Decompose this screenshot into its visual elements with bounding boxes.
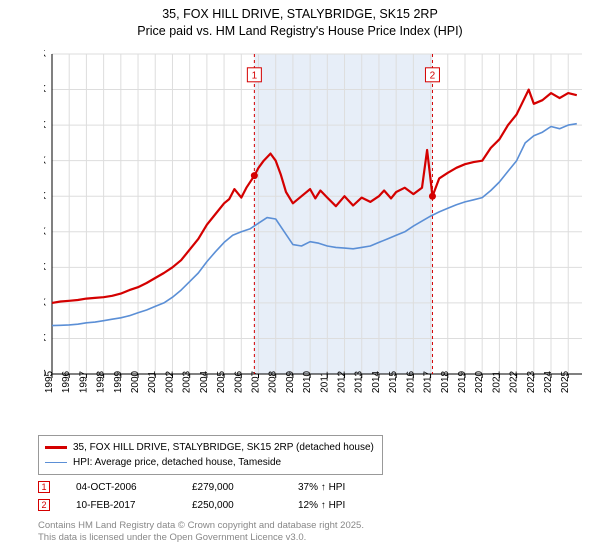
attribution: Contains HM Land Registry data © Crown c… bbox=[38, 520, 364, 545]
attribution-line2: This data is licensed under the Open Gov… bbox=[38, 532, 364, 544]
title-line2: Price paid vs. HM Land Registry's House … bbox=[0, 23, 600, 40]
event-hpi-1: 37% ↑ HPI bbox=[298, 482, 388, 493]
svg-text:£400K: £400K bbox=[44, 84, 46, 95]
event-date-2: 10-FEB-2017 bbox=[76, 500, 166, 511]
event-price-1: £279,000 bbox=[192, 482, 272, 493]
svg-text:1: 1 bbox=[252, 70, 258, 81]
svg-text:£100K: £100K bbox=[44, 298, 46, 309]
chart-area: £0£50K£100K£150K£200K£250K£300K£350K£400… bbox=[44, 50, 590, 410]
chart-container: 35, FOX HILL DRIVE, STALYBRIDGE, SK15 2R… bbox=[0, 0, 600, 560]
svg-text:£300K: £300K bbox=[44, 155, 46, 166]
event-marker-1: 1 bbox=[38, 481, 50, 493]
title-line1: 35, FOX HILL DRIVE, STALYBRIDGE, SK15 2R… bbox=[0, 6, 600, 23]
event-price-2: £250,000 bbox=[192, 500, 272, 511]
legend-swatch-0 bbox=[45, 446, 67, 449]
legend: 35, FOX HILL DRIVE, STALYBRIDGE, SK15 2R… bbox=[38, 435, 383, 475]
event-marker-2: 2 bbox=[38, 499, 50, 511]
svg-text:£350K: £350K bbox=[44, 120, 46, 131]
event-date-1: 04-OCT-2006 bbox=[76, 482, 166, 493]
svg-text:2: 2 bbox=[430, 70, 436, 81]
legend-label-1: HPI: Average price, detached house, Tame… bbox=[73, 455, 281, 470]
event-row-1: 1 04-OCT-2006 £279,000 37% ↑ HPI bbox=[38, 478, 388, 496]
svg-text:£50K: £50K bbox=[44, 333, 46, 344]
title-block: 35, FOX HILL DRIVE, STALYBRIDGE, SK15 2R… bbox=[0, 0, 600, 40]
event-rows: 1 04-OCT-2006 £279,000 37% ↑ HPI 2 10-FE… bbox=[38, 478, 388, 514]
svg-text:£250K: £250K bbox=[44, 191, 46, 202]
legend-item-0: 35, FOX HILL DRIVE, STALYBRIDGE, SK15 2R… bbox=[45, 440, 374, 455]
svg-text:£450K: £450K bbox=[44, 50, 46, 60]
chart-svg: £0£50K£100K£150K£200K£250K£300K£350K£400… bbox=[44, 50, 590, 410]
legend-item-1: HPI: Average price, detached house, Tame… bbox=[45, 455, 374, 470]
svg-text:£200K: £200K bbox=[44, 226, 46, 237]
svg-text:£150K: £150K bbox=[44, 262, 46, 273]
attribution-line1: Contains HM Land Registry data © Crown c… bbox=[38, 520, 364, 532]
legend-label-0: 35, FOX HILL DRIVE, STALYBRIDGE, SK15 2R… bbox=[73, 440, 374, 455]
event-hpi-2: 12% ↑ HPI bbox=[298, 500, 388, 511]
legend-swatch-1 bbox=[45, 462, 67, 464]
event-row-2: 2 10-FEB-2017 £250,000 12% ↑ HPI bbox=[38, 496, 388, 514]
